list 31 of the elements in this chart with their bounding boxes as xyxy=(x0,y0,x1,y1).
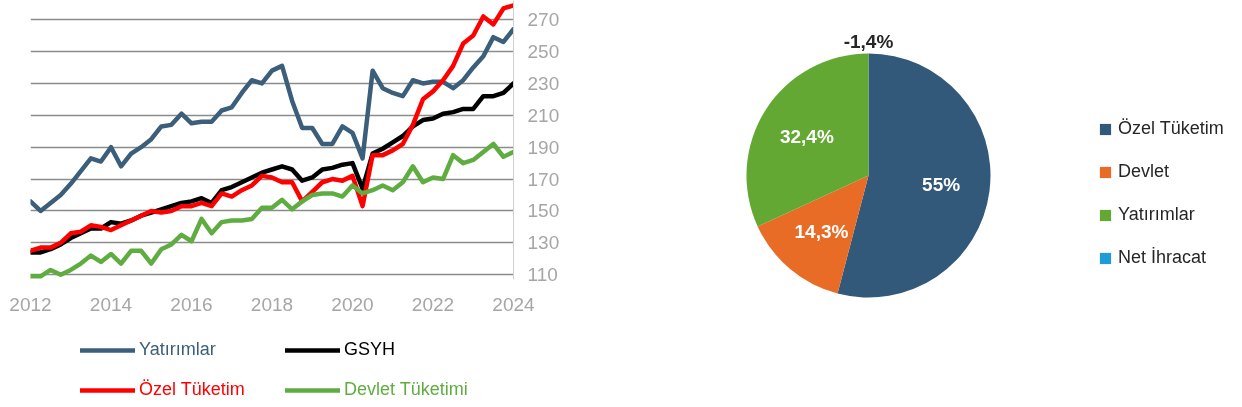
x-tick-label: 2022 xyxy=(411,293,455,315)
legend-label: Özel Tüketim xyxy=(139,379,245,400)
line-series xyxy=(30,26,514,214)
y-tick-label: 270 xyxy=(527,9,560,31)
data-label: 32,4% xyxy=(779,125,834,147)
legend-label: Devlet Tüketimi xyxy=(344,379,468,400)
legend-label: Özel Tüketim xyxy=(1118,118,1224,139)
y-tick-label: 110 xyxy=(527,264,558,286)
x-tick-label: 2020 xyxy=(331,293,374,315)
x-tick-label: 2018 xyxy=(250,293,294,315)
legend-label: Yatırımlar xyxy=(1118,204,1195,225)
y-tick-label: 130 xyxy=(527,232,560,254)
legend-label: GSYH xyxy=(344,339,396,360)
y-tick-label: 250 xyxy=(527,41,560,63)
legend-label: Yatırımlar xyxy=(139,339,216,360)
y-tick-label: 230 xyxy=(527,72,560,94)
x-tick-label: 2012 xyxy=(9,293,52,315)
text: -1,4% xyxy=(843,31,894,52)
data-label: 55% xyxy=(922,174,961,196)
y-tick-label: 210 xyxy=(527,104,560,126)
y-tick-label: 170 xyxy=(527,168,560,190)
legend-label: Devlet xyxy=(1118,161,1170,182)
y-tick-label: 150 xyxy=(527,200,560,222)
y-tick-label: 190 xyxy=(527,136,560,158)
line-series xyxy=(30,3,514,254)
legend-label: Net İhracat xyxy=(1118,247,1207,268)
line-series xyxy=(30,141,514,279)
x-tick-label: 2014 xyxy=(89,293,133,315)
data-label: 14,3% xyxy=(794,221,849,243)
x-tick-label: 2016 xyxy=(170,293,213,315)
x-tick-label: 2024 xyxy=(492,293,536,315)
